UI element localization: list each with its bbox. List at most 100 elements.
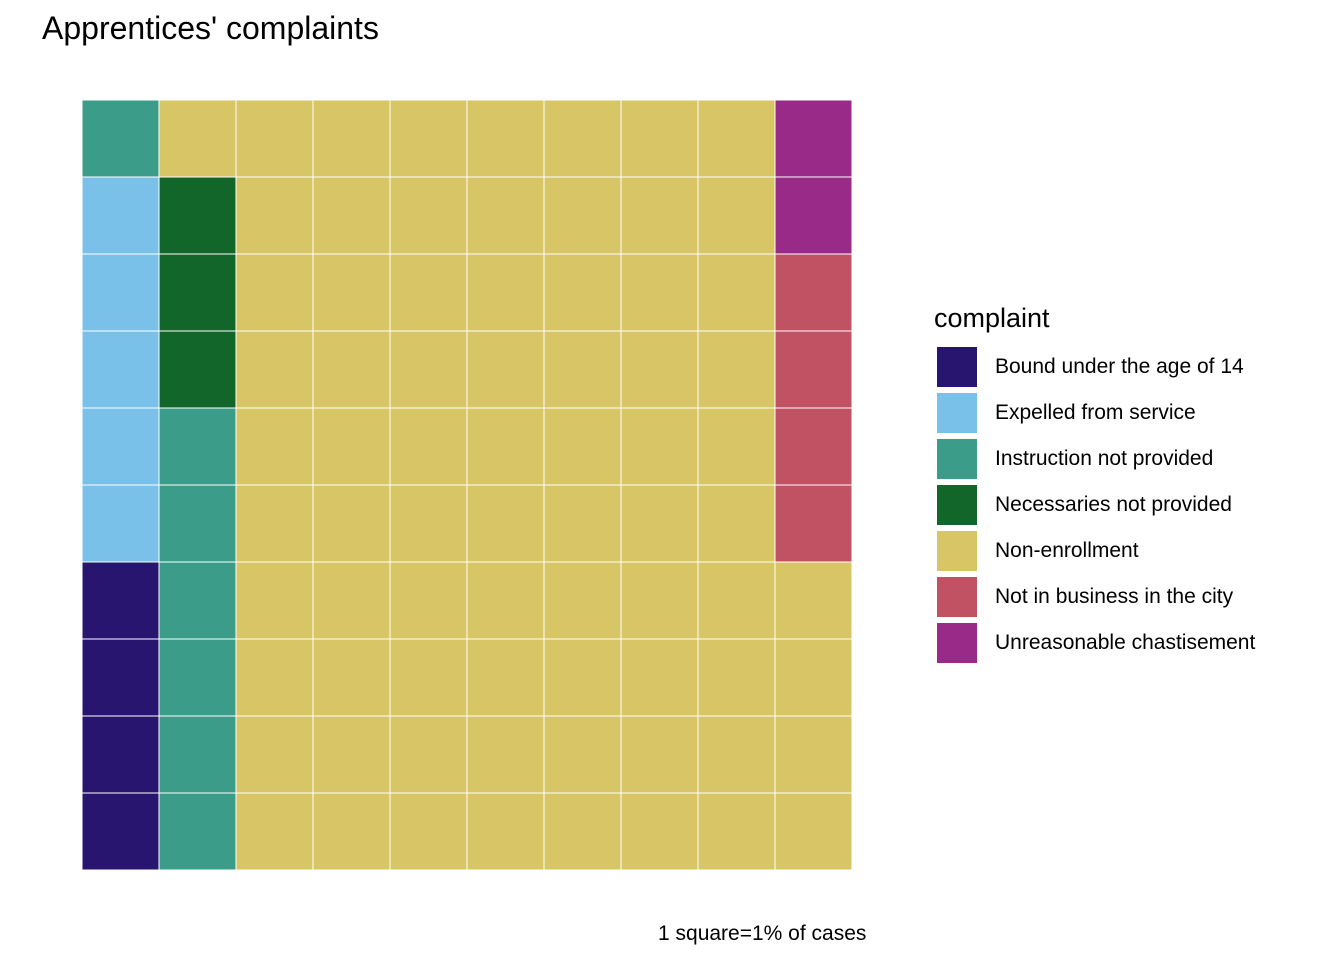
chart-title: Apprentices' complaints	[42, 10, 379, 46]
waffle-square	[312, 484, 391, 563]
waffle-square	[389, 484, 468, 563]
waffle-square	[81, 176, 160, 255]
legend-swatch	[937, 531, 977, 571]
legend-swatch	[937, 623, 977, 663]
waffle-square	[312, 176, 391, 255]
waffle-square	[620, 176, 699, 255]
waffle-square	[774, 484, 853, 563]
waffle-square	[543, 99, 622, 178]
waffle-square	[543, 638, 622, 717]
waffle-cells	[81, 99, 853, 871]
legend-item: Bound under the age of 14	[934, 344, 1255, 390]
waffle-square	[774, 792, 853, 871]
waffle-square	[466, 715, 545, 794]
waffle-square	[158, 638, 237, 717]
waffle-square	[389, 792, 468, 871]
legend-label: Instruction not provided	[995, 447, 1214, 470]
waffle-square	[81, 253, 160, 332]
legend-label: Bound under the age of 14	[995, 355, 1244, 378]
legend-item: Non-enrollment	[934, 528, 1255, 574]
legend-item: Expelled from service	[934, 390, 1255, 436]
legend-item: Not in business in the city	[934, 574, 1255, 620]
waffle-square	[543, 792, 622, 871]
legend-label: Unreasonable chastisement	[995, 631, 1256, 654]
waffle-square	[235, 176, 314, 255]
legend: complaint Bound under the age of 14 Expel…	[934, 300, 1255, 666]
waffle-square	[81, 792, 160, 871]
waffle-square	[389, 638, 468, 717]
waffle-square	[389, 99, 468, 178]
legend-label: Necessaries not provided	[995, 493, 1232, 516]
waffle-square	[543, 561, 622, 640]
legend-label: Expelled from service	[995, 401, 1196, 424]
legend-swatch	[937, 485, 977, 525]
legend-swatch	[937, 577, 977, 617]
waffle-square	[697, 638, 776, 717]
waffle-square	[466, 99, 545, 178]
waffle-square	[312, 561, 391, 640]
waffle-square	[81, 484, 160, 563]
waffle-square	[389, 407, 468, 486]
waffle-square	[389, 253, 468, 332]
waffle-square	[81, 715, 160, 794]
waffle-square	[158, 253, 237, 332]
waffle-square	[312, 253, 391, 332]
waffle-square	[620, 715, 699, 794]
waffle-square	[466, 176, 545, 255]
waffle-square	[774, 407, 853, 486]
waffle-square	[235, 638, 314, 717]
waffle-square	[774, 638, 853, 717]
legend-swatch	[937, 439, 977, 479]
waffle-square	[466, 561, 545, 640]
waffle-square	[312, 99, 391, 178]
waffle-square	[774, 715, 853, 794]
waffle-square	[235, 407, 314, 486]
waffle-square	[235, 99, 314, 178]
waffle-square	[697, 253, 776, 332]
waffle-square	[620, 638, 699, 717]
waffle-square	[158, 484, 237, 563]
legend-items: Bound under the age of 14 Expelled from s…	[934, 344, 1255, 666]
chart-caption: 1 square=1% of cases	[658, 922, 867, 945]
waffle-square	[543, 407, 622, 486]
waffle-square	[697, 792, 776, 871]
waffle-square	[235, 484, 314, 563]
legend-swatch	[937, 347, 977, 387]
waffle-square	[158, 792, 237, 871]
waffle-square	[543, 484, 622, 563]
waffle-square	[389, 176, 468, 255]
waffle-square	[466, 638, 545, 717]
waffle-square	[466, 484, 545, 563]
waffle-square	[235, 561, 314, 640]
waffle-square	[620, 253, 699, 332]
waffle-square	[466, 253, 545, 332]
waffle-square	[620, 561, 699, 640]
waffle-square	[697, 561, 776, 640]
waffle-square	[235, 792, 314, 871]
waffle-square	[158, 99, 237, 178]
waffle-square	[620, 99, 699, 178]
waffle-square	[389, 561, 468, 640]
waffle-square	[774, 176, 853, 255]
waffle-square	[774, 330, 853, 409]
waffle-square	[774, 99, 853, 178]
waffle-square	[235, 715, 314, 794]
waffle-square	[697, 99, 776, 178]
waffle-square	[312, 330, 391, 409]
legend-label: Not in business in the city	[995, 585, 1234, 608]
waffle-square	[81, 638, 160, 717]
waffle-square	[697, 484, 776, 563]
waffle-square	[158, 561, 237, 640]
waffle-square	[81, 99, 160, 178]
waffle-square	[235, 253, 314, 332]
waffle-square	[389, 715, 468, 794]
waffle-square	[158, 176, 237, 255]
waffle-square	[543, 715, 622, 794]
waffle-square	[158, 330, 237, 409]
waffle-square	[235, 330, 314, 409]
waffle-square	[466, 407, 545, 486]
waffle-square	[81, 330, 160, 409]
waffle-square	[466, 330, 545, 409]
waffle-square	[312, 638, 391, 717]
waffle-square	[697, 715, 776, 794]
